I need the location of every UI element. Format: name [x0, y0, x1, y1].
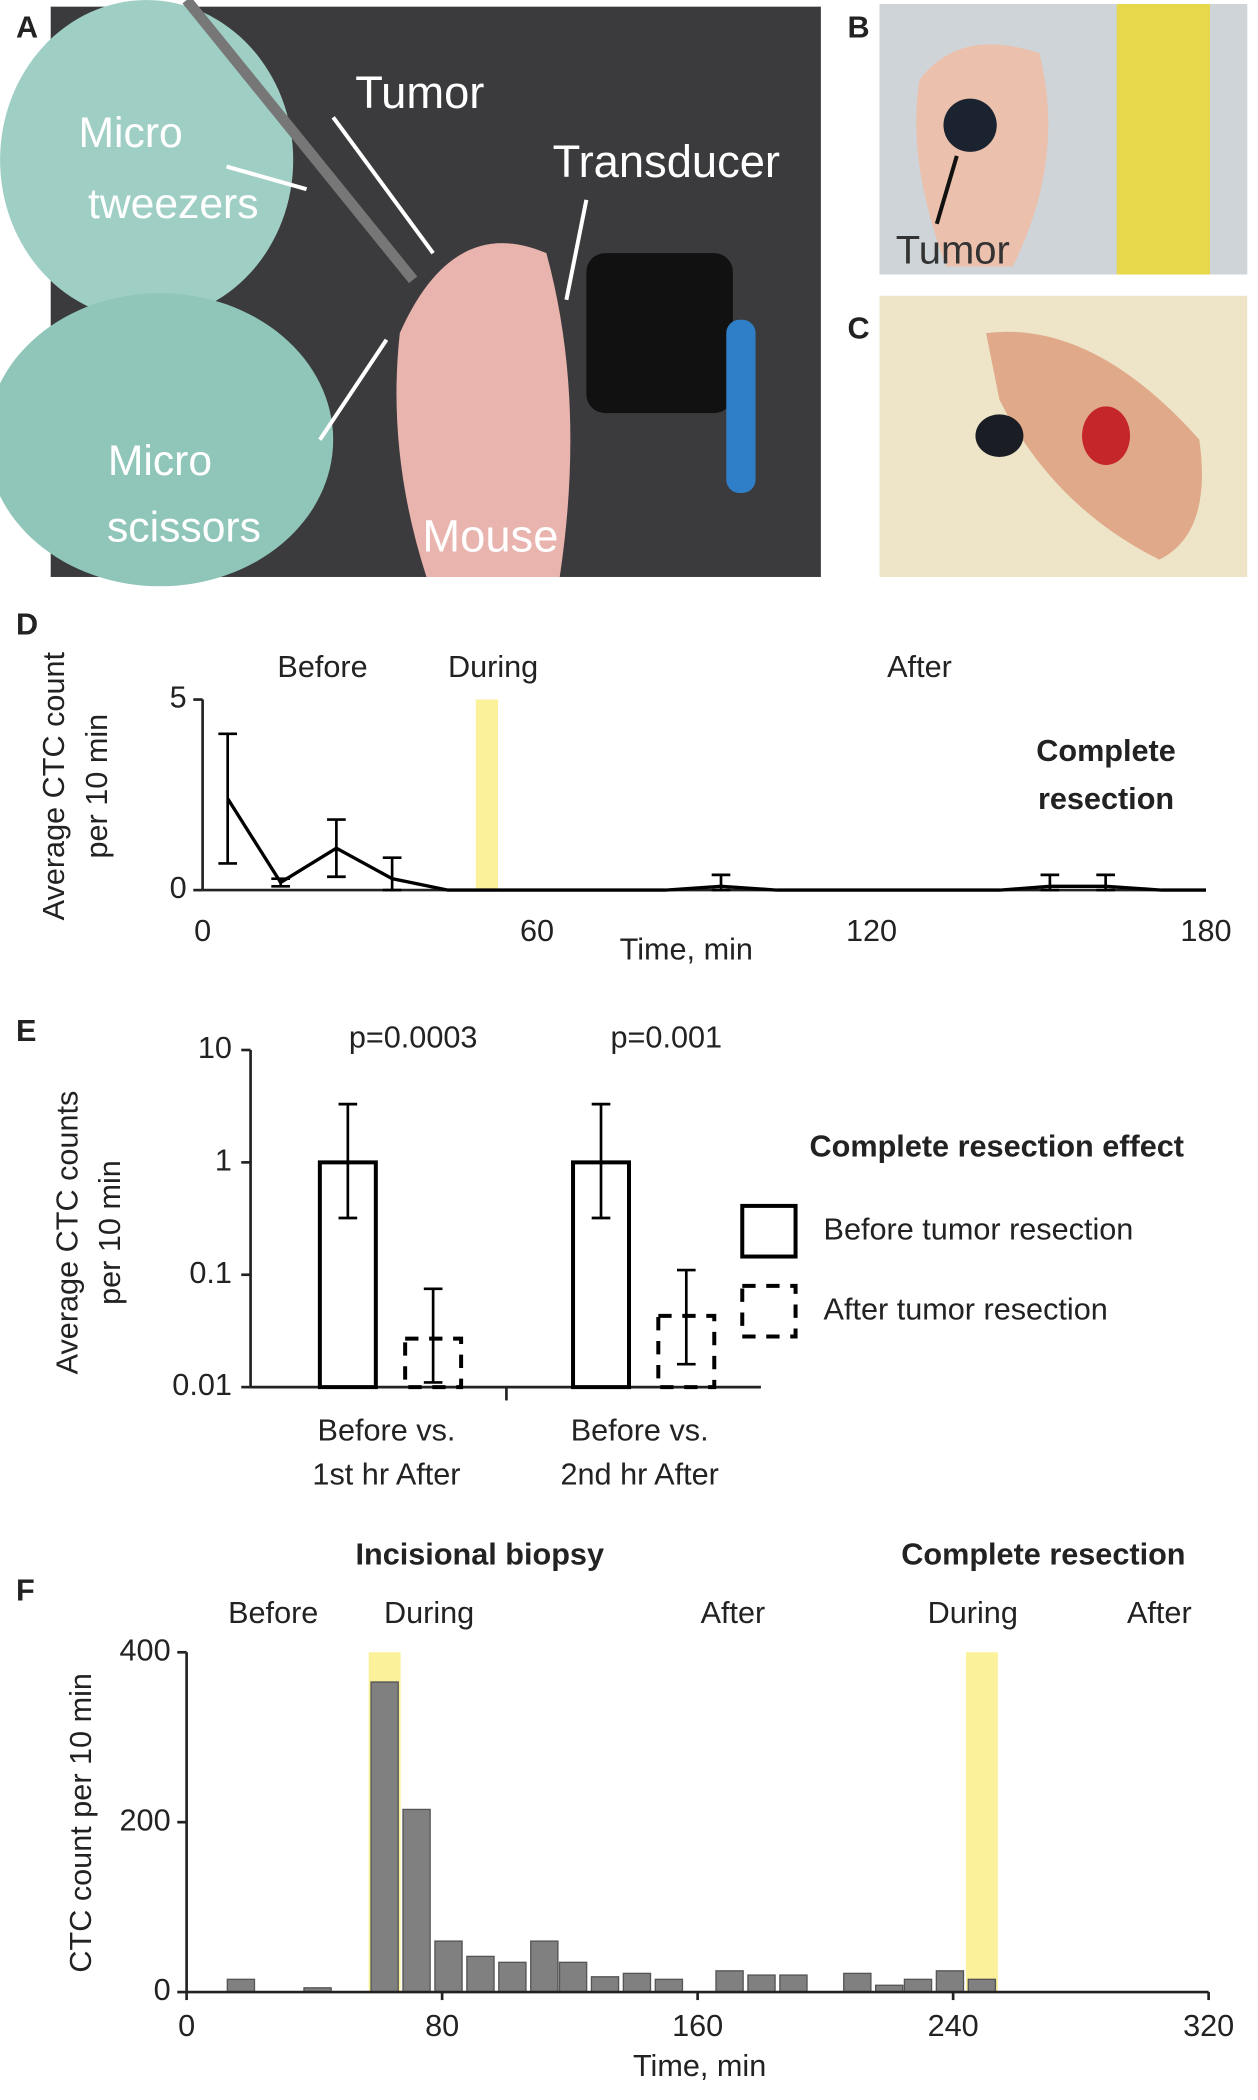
annotation: Complete	[1036, 734, 1176, 768]
photo-label: Micro	[108, 437, 212, 485]
highlight	[965, 1652, 998, 1993]
bar	[935, 1970, 965, 1993]
y-axis-title: per 10 min	[93, 1160, 127, 1305]
photo-b: Tumor	[879, 3, 1248, 275]
section-title: Incisional biopsy	[356, 1537, 604, 1571]
y-tick-label: 0	[154, 1973, 171, 2007]
x-tick-label: 2nd hr After	[560, 1457, 718, 1491]
error-bar	[676, 1268, 696, 1366]
phase-label: Before	[277, 650, 367, 684]
bar	[558, 1961, 588, 1993]
legend-label: Before tumor resection	[824, 1212, 1134, 1246]
photo-c	[879, 295, 1248, 577]
legend-swatch	[740, 1283, 798, 1339]
y-tick-label: 400	[120, 1633, 171, 1667]
bar	[715, 1970, 744, 1993]
phase-label: During	[384, 1596, 474, 1630]
photo-label: tweezers	[88, 180, 259, 228]
error-bar	[591, 1102, 611, 1220]
x-tick-label: 80	[425, 2009, 459, 2043]
panel-letter: A	[16, 10, 38, 44]
x-tick-label: Before vs.	[571, 1414, 709, 1448]
photo-label: Tumor	[355, 67, 484, 118]
photo-label: Tumor	[896, 229, 1010, 273]
annotation: p=0.0003	[349, 1020, 478, 1054]
phase-label: Before	[228, 1596, 318, 1630]
x-tick-label: 1st hr After	[312, 1457, 460, 1491]
y-axis-title: Average CTC counts	[50, 1091, 84, 1375]
y-tick-label: 200	[120, 1803, 171, 1837]
x-axis-title: Time, min	[633, 2049, 766, 2083]
y-tick-label: 5	[170, 681, 187, 715]
y-tick-label: 10	[198, 1031, 232, 1065]
y-tick-label: 0.01	[172, 1368, 232, 1402]
x-tick-label: 240	[928, 2009, 979, 2043]
legend-swatch	[740, 1203, 798, 1259]
legend-label: After tumor resection	[824, 1292, 1108, 1326]
error-bar	[423, 1287, 443, 1384]
phase-label: After	[887, 650, 952, 684]
error-bar	[382, 856, 402, 892]
bar	[967, 1978, 997, 1993]
bar	[466, 1955, 495, 1993]
error-bar	[327, 818, 346, 879]
photo-label: Mouse	[422, 511, 558, 562]
photo-label: Micro	[79, 109, 183, 157]
y-tick-label: 0.1	[189, 1256, 232, 1290]
phase-label: After	[701, 1596, 766, 1630]
bar	[402, 1808, 431, 1993]
bar	[747, 1974, 776, 1993]
annotation: p=0.001	[611, 1020, 723, 1054]
x-tick-label: Before vs.	[318, 1414, 456, 1448]
x-tick-label: 120	[846, 914, 897, 948]
bar	[903, 1978, 933, 1993]
bar	[530, 1940, 559, 1993]
phase-label: During	[928, 1596, 1018, 1630]
x-tick-label: 0	[178, 2009, 195, 2043]
panel-letter: D	[16, 607, 38, 641]
x-tick-label: 160	[672, 2009, 723, 2043]
panel-letter: F	[16, 1573, 35, 1607]
error-bar	[1096, 873, 1115, 892]
error-bar	[271, 877, 290, 888]
data-line	[226, 797, 1206, 892]
photo-label: Transducer	[553, 136, 780, 187]
x-tick-label: 60	[520, 914, 554, 948]
x-tick-label: 0	[194, 914, 211, 948]
bar	[590, 1976, 620, 1993]
error-bar	[711, 873, 731, 892]
error-bar	[338, 1102, 358, 1220]
x-tick-label: 180	[1180, 914, 1231, 948]
legend-title: Complete resection effect	[810, 1130, 1184, 1164]
y-tick-label: 0	[170, 871, 187, 905]
panel-letter: E	[16, 1014, 36, 1048]
x-axis-title: Time, min	[620, 932, 753, 966]
y-axis-title: per 10 min	[80, 714, 114, 859]
photo-a: Tumor Transducer Micro tweezers Micro sc…	[0, 0, 821, 587]
panel-letter: B	[848, 10, 870, 44]
error-bar	[1040, 873, 1060, 892]
bar	[779, 1974, 808, 1993]
phase-label: During	[448, 650, 538, 684]
y-tick-label: 1	[215, 1143, 232, 1177]
photo-label: scissors	[107, 504, 261, 552]
bar	[226, 1978, 256, 1993]
bar	[434, 1940, 463, 1993]
x-tick-label: 320	[1183, 2009, 1234, 2043]
y-axis-title: CTC count per 10 min	[64, 1673, 98, 1973]
bar	[654, 1978, 684, 1993]
bar	[622, 1972, 652, 1993]
panel-letter: C	[848, 312, 870, 346]
annotation: resection	[1038, 782, 1174, 816]
highlight	[475, 699, 499, 891]
section-title: Complete resection	[901, 1537, 1185, 1571]
bar	[370, 1681, 399, 1993]
bar	[498, 1961, 527, 1993]
bar	[843, 1972, 872, 1993]
y-axis-title: Average CTC count	[37, 651, 71, 920]
error-bar	[218, 732, 238, 865]
phase-label: After	[1127, 1596, 1192, 1630]
